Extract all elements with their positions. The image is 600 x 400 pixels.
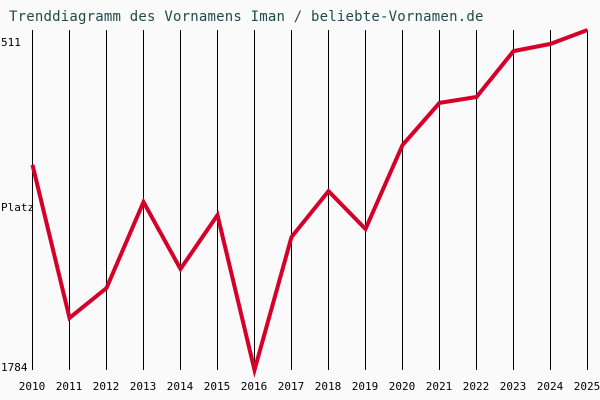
x-tick-label-2013: 2013 [129, 380, 157, 393]
x-tick-label-2017: 2017 [277, 380, 305, 393]
x-tick-label-2023: 2023 [499, 380, 527, 393]
x-tick-label-2020: 2020 [388, 380, 416, 393]
x-tick-label-2022: 2022 [462, 380, 490, 393]
x-tick-label-2016: 2016 [240, 380, 268, 393]
y-axis-title: Platz [1, 201, 35, 214]
x-tick-label-2025: 2025 [573, 380, 600, 393]
chart-title: Trenddiagramm des Vornamens Iman / belie… [9, 9, 484, 25]
y-axis-top-label: 511 [1, 36, 21, 49]
x-tick-label-2014: 2014 [166, 380, 194, 393]
x-tick-label-2019: 2019 [351, 380, 379, 393]
x-tick-label-2011: 2011 [55, 380, 83, 393]
x-tick-label-2018: 2018 [314, 380, 342, 393]
series-line-iman [30, 28, 589, 378]
x-tick-label-2010: 2010 [18, 380, 46, 393]
x-tick-label-2015: 2015 [203, 380, 231, 393]
x-tick-label-2012: 2012 [92, 380, 120, 393]
y-axis-bottom-label: 1784 [1, 361, 28, 374]
x-tick-label-2021: 2021 [425, 380, 453, 393]
x-tick-label-2024: 2024 [536, 380, 564, 393]
